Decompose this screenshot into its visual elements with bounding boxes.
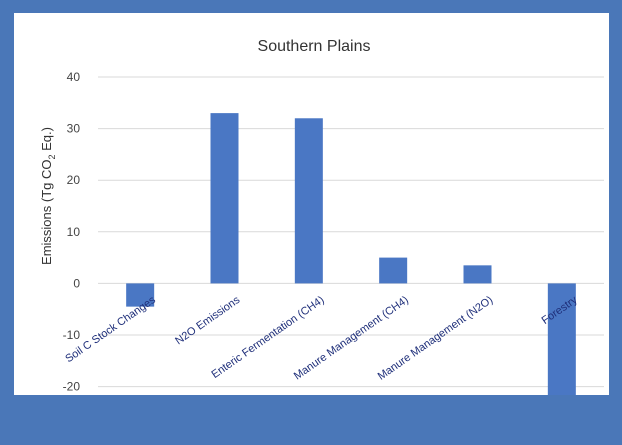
- bar: [463, 265, 492, 284]
- y-tick-label: 20: [67, 173, 81, 187]
- y-tick-label: 10: [67, 225, 81, 239]
- y-axis-title: Emissions (Tg CO2 Eq.): [39, 127, 57, 265]
- chart-title: Southern Plains: [258, 38, 371, 55]
- y-tick-label: -20: [63, 380, 81, 394]
- y-tick-label: -10: [63, 328, 81, 342]
- y-tick-label: 0: [73, 276, 80, 290]
- bar: [547, 283, 576, 395]
- bar: [210, 113, 239, 284]
- y-tick-label: 30: [67, 122, 81, 136]
- bar: [294, 118, 323, 284]
- bar: [126, 283, 155, 307]
- chart-frame: Southern Plains 40 30 20 10 0 -10 -20 Soil C S…: [14, 13, 609, 395]
- y-tick-label: 40: [67, 70, 81, 84]
- x-category-label: N2O Emissions: [173, 294, 242, 348]
- bar: [379, 257, 408, 284]
